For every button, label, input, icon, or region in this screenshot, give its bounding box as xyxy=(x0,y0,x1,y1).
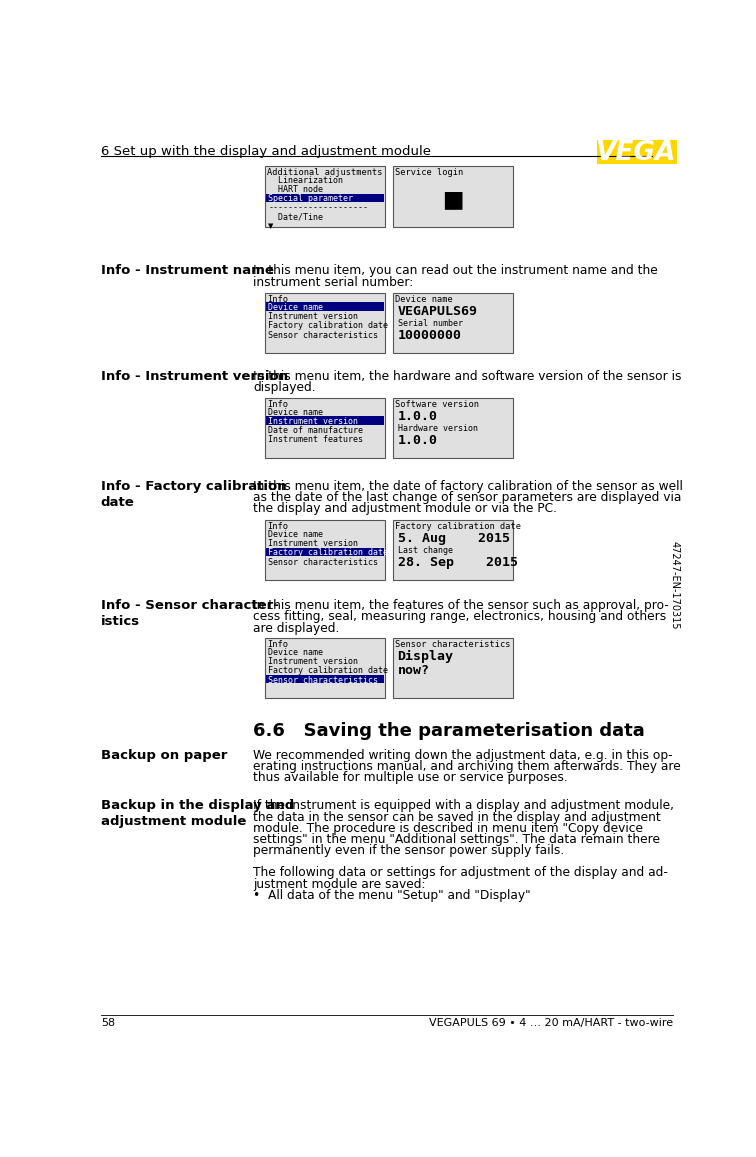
Text: Info: Info xyxy=(268,400,288,408)
Bar xyxy=(393,638,513,698)
Text: •  All data of the menu "Setup" and "Display": • All data of the menu "Setup" and "Disp… xyxy=(253,889,531,901)
Text: Info - Sensor character-
istics: Info - Sensor character- istics xyxy=(101,599,278,628)
Text: In this menu item, the hardware and software version of the sensor is: In this menu item, the hardware and soft… xyxy=(253,370,682,383)
Text: Factory calibration date: Factory calibration date xyxy=(268,548,388,558)
Text: Sensor characteristics: Sensor characteristics xyxy=(268,331,378,339)
Text: Instrument version: Instrument version xyxy=(268,539,358,548)
Text: erating instructions manual, and archiving them afterwards. They are: erating instructions manual, and archivi… xyxy=(253,760,681,773)
Bar xyxy=(266,193,384,202)
Text: Info - Factory calibration
date: Info - Factory calibration date xyxy=(101,480,287,509)
Text: Linearization: Linearization xyxy=(268,176,343,185)
Text: If the instrument is equipped with a display and adjustment module,: If the instrument is equipped with a dis… xyxy=(253,799,674,812)
Bar xyxy=(596,140,677,164)
Text: Instrument features: Instrument features xyxy=(268,435,363,444)
Text: Sensor characteristics: Sensor characteristics xyxy=(395,640,511,649)
Text: 58: 58 xyxy=(101,1018,115,1029)
Text: 1.0.0: 1.0.0 xyxy=(398,434,438,447)
Text: In this menu item, the date of factory calibration of the sensor as well: In this menu item, the date of factory c… xyxy=(253,480,683,493)
Text: Sensor characteristics: Sensor characteristics xyxy=(268,676,378,685)
Text: instrument serial number:: instrument serial number: xyxy=(253,275,414,288)
Text: Device name: Device name xyxy=(268,303,323,312)
Text: Device name: Device name xyxy=(268,407,323,417)
Text: now?: now? xyxy=(398,664,429,677)
Bar xyxy=(393,519,513,580)
Text: The following data or settings for adjustment of the display and ad-: The following data or settings for adjus… xyxy=(253,867,668,879)
Text: Date of manufacture: Date of manufacture xyxy=(268,426,363,435)
Bar xyxy=(265,293,385,353)
Text: Serial number: Serial number xyxy=(398,319,463,329)
Text: In this menu item, you can read out the instrument name and the: In this menu item, you can read out the … xyxy=(253,264,658,278)
Text: 28. Sep    2015: 28. Sep 2015 xyxy=(398,557,518,569)
Text: the data in the sensor can be saved in the display and adjustment: the data in the sensor can be saved in t… xyxy=(253,811,662,824)
Bar xyxy=(266,675,384,684)
Text: VEGA: VEGA xyxy=(596,140,677,165)
Text: permanently even if the sensor power supply fails.: permanently even if the sensor power sup… xyxy=(253,845,565,857)
Text: ▼: ▼ xyxy=(268,223,274,229)
Text: module. The procedure is described in menu item "Copy device: module. The procedure is described in me… xyxy=(253,821,643,835)
Text: ██: ██ xyxy=(444,192,462,209)
Bar xyxy=(265,519,385,580)
Text: Info: Info xyxy=(268,522,288,531)
Text: are displayed.: are displayed. xyxy=(253,621,339,635)
Text: Additional adjustments: Additional adjustments xyxy=(268,168,383,177)
Text: settings" in the menu "Additional settings". The data remain there: settings" in the menu "Additional settin… xyxy=(253,833,661,846)
Text: Factory calibration date: Factory calibration date xyxy=(395,522,521,531)
Text: Info: Info xyxy=(268,640,288,649)
Text: Special parameter: Special parameter xyxy=(268,194,353,204)
Text: as the date of the last change of sensor parameters are displayed via: as the date of the last change of sensor… xyxy=(253,491,682,504)
Text: Software version: Software version xyxy=(395,400,479,408)
Bar xyxy=(265,638,385,698)
Text: displayed.: displayed. xyxy=(253,381,316,395)
Text: 6 Set up with the display and adjustment module: 6 Set up with the display and adjustment… xyxy=(101,145,431,159)
Text: 6.6   Saving the parameterisation data: 6.6 Saving the parameterisation data xyxy=(253,722,645,740)
Text: Backup in the display and
adjustment module: Backup in the display and adjustment mod… xyxy=(101,799,294,828)
Text: Hardware version: Hardware version xyxy=(398,423,478,433)
Text: Info - Instrument version: Info - Instrument version xyxy=(101,370,288,383)
Text: --------------------: -------------------- xyxy=(268,204,368,213)
Text: In this menu item, the features of the sensor such as approval, pro-: In this menu item, the features of the s… xyxy=(253,599,669,612)
Text: Service login: Service login xyxy=(395,168,463,177)
Text: We recommended writing down the adjustment data, e.g. in this op-: We recommended writing down the adjustme… xyxy=(253,749,673,761)
Text: Instrument version: Instrument version xyxy=(268,657,358,666)
Text: HART node: HART node xyxy=(268,185,323,194)
Text: Last change: Last change xyxy=(398,546,453,555)
Text: Instrument version: Instrument version xyxy=(268,417,358,426)
Text: 1.0.0: 1.0.0 xyxy=(398,410,438,422)
Bar xyxy=(266,417,384,425)
Bar xyxy=(393,398,513,458)
Text: Factory calibration date: Factory calibration date xyxy=(268,322,388,331)
Text: Date/Tine: Date/Tine xyxy=(268,213,323,222)
Text: VEGAPULS69: VEGAPULS69 xyxy=(398,305,478,318)
Bar xyxy=(265,398,385,458)
Text: VEGAPULS 69 • 4 … 20 mA/HART - two-wire: VEGAPULS 69 • 4 … 20 mA/HART - two-wire xyxy=(429,1018,673,1029)
Text: Sensor characteristics: Sensor characteristics xyxy=(268,558,378,567)
Text: Info - Instrument name: Info - Instrument name xyxy=(101,264,274,278)
Text: thus available for multiple use or service purposes.: thus available for multiple use or servi… xyxy=(253,771,568,784)
Text: Instrument version: Instrument version xyxy=(268,312,358,322)
Text: 47247-EN-170315: 47247-EN-170315 xyxy=(670,541,680,629)
Bar xyxy=(266,547,384,557)
Bar xyxy=(265,165,385,228)
Text: 5. Aug    2015: 5. Aug 2015 xyxy=(398,532,510,545)
Text: Device name: Device name xyxy=(395,295,453,304)
Text: Info: Info xyxy=(268,295,288,304)
Bar xyxy=(393,165,513,228)
Text: Device name: Device name xyxy=(268,530,323,539)
Text: the display and adjustment module or via the PC.: the display and adjustment module or via… xyxy=(253,502,557,515)
Text: Display: Display xyxy=(398,650,454,663)
Text: Factory calibration date: Factory calibration date xyxy=(268,666,388,676)
Text: Device name: Device name xyxy=(268,648,323,657)
Text: Backup on paper: Backup on paper xyxy=(101,749,227,761)
Bar xyxy=(393,293,513,353)
Text: 10000000: 10000000 xyxy=(398,329,461,342)
Text: cess fitting, seal, measuring range, electronics, housing and others: cess fitting, seal, measuring range, ele… xyxy=(253,611,667,624)
Bar xyxy=(266,302,384,310)
Text: justment module are saved:: justment module are saved: xyxy=(253,878,426,891)
